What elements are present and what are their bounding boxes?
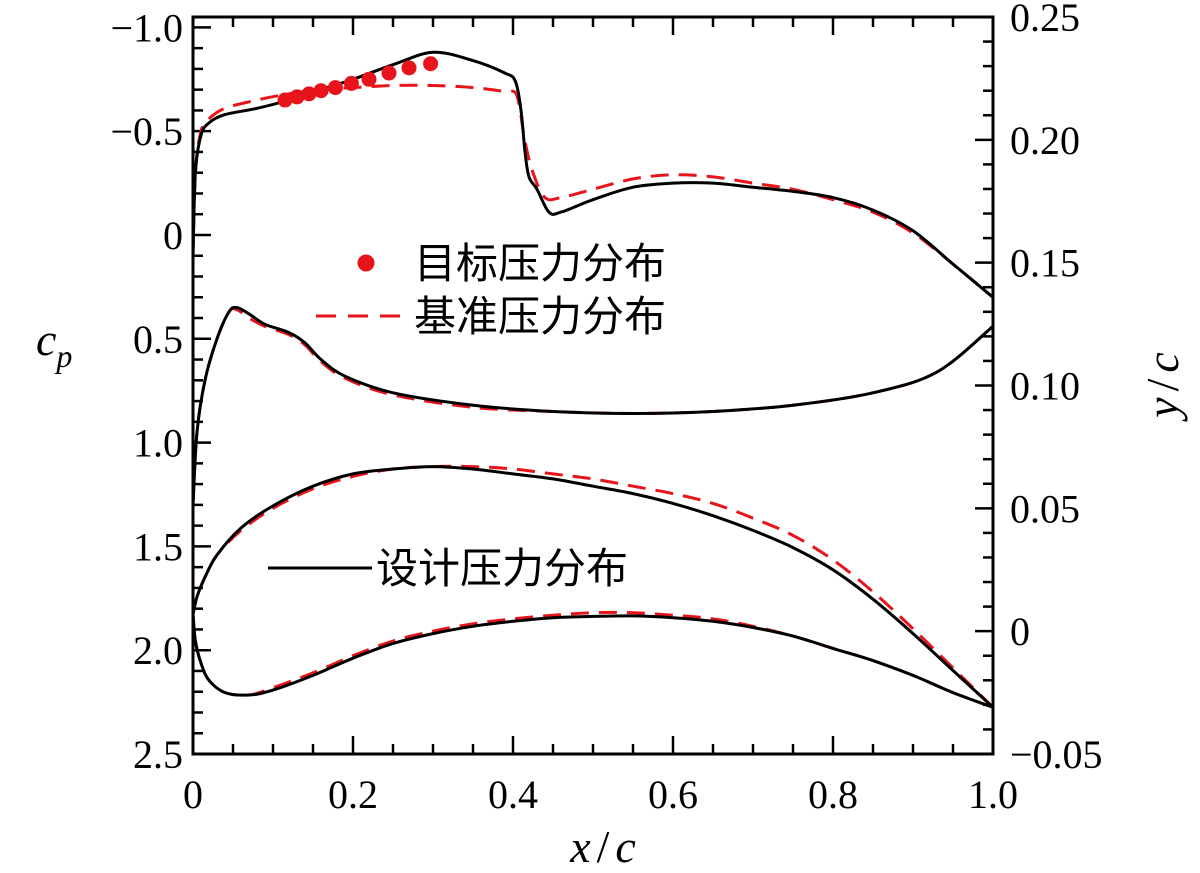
design-curve-series-2-1 [191,613,994,709]
plot-curves [191,50,995,709]
left-axis-title: cp [36,314,72,374]
x-tick-label: 1.0 [968,772,1018,817]
left-tick-label: 2.0 [133,628,183,673]
left-tick-label: 2.5 [133,732,183,777]
x-tick-label: 0 [183,772,203,817]
legend-design-label: 设计压力分布 [376,544,628,593]
right-tick-label: 0 [1010,609,1030,654]
design-curve-series-0-0 [191,50,994,299]
x-tick-label: 0.4 [488,772,538,817]
legend-target-marker [357,254,375,272]
legend: 目标压力分布 基准压力分布 设计压力分布 [268,239,666,593]
plot-frame [191,15,995,756]
legend-baseline-label: 基准压力分布 [414,292,666,341]
target-point [381,65,397,81]
legend-target-label: 目标压力分布 [414,239,666,288]
right-tick-label: 0.20 [1010,118,1080,163]
target-point [327,80,343,96]
target-point [301,86,317,102]
left-tick-label: −0.5 [110,109,183,154]
tick-labels: 0 0.2 0.4 0.6 0.8 1.0 −1.0 −0.5 0 0.5 1.0 1.5 2.0 2.5… [110,0,1102,817]
x-tick-label: 0.2 [328,772,378,817]
x-axis-title: x / c [569,821,636,872]
target-point [423,56,439,72]
x-tick-label: 0.6 [648,772,698,817]
target-point [289,89,305,105]
axis-ticks [191,15,995,756]
left-tick-label: 0.5 [133,317,183,362]
target-point [313,83,329,99]
target-point [343,75,359,91]
target-point [277,92,293,108]
target-point [361,71,377,87]
right-tick-label: 0.15 [1010,241,1080,286]
right-tick-label: −0.05 [1010,732,1103,777]
design-curve-series-0-1 [191,305,994,505]
right-tick-label: 0.10 [1010,364,1080,409]
left-tick-label: 1.0 [133,421,183,466]
right-axis-title: y/c [1137,352,1188,422]
x-tick-label: 0.8 [808,772,858,817]
baseline-curve-series-3-0 [191,464,995,709]
right-tick-label: 0.05 [1010,486,1080,531]
left-tick-label: 0 [163,213,183,258]
design-curve-series-2-0 [191,465,995,709]
right-tick-label: 0.25 [1010,0,1080,40]
left-tick-label: −1.0 [110,5,183,50]
target-point [401,60,417,76]
left-tick-label: 1.5 [133,524,183,569]
